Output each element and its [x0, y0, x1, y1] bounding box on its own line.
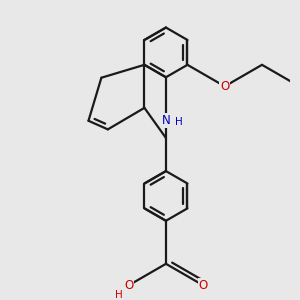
Text: O: O: [124, 279, 133, 292]
Text: O: O: [220, 80, 230, 93]
Text: O: O: [199, 279, 208, 292]
Text: N: N: [162, 114, 170, 127]
Text: H: H: [176, 117, 183, 127]
Text: H: H: [115, 290, 123, 300]
